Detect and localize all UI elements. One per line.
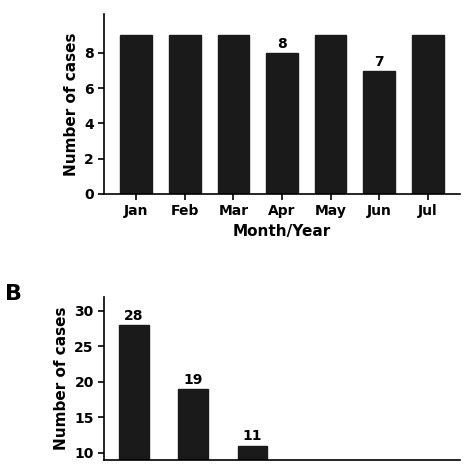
X-axis label: Month/Year: Month/Year <box>233 224 331 239</box>
Bar <box>412 36 444 194</box>
Bar <box>120 36 152 194</box>
Text: 19: 19 <box>183 373 203 387</box>
Text: 7: 7 <box>374 55 384 69</box>
Y-axis label: Number of cases: Number of cases <box>54 306 69 450</box>
Text: 28: 28 <box>124 309 144 323</box>
Text: 8: 8 <box>277 37 287 51</box>
Y-axis label: Number of cases: Number of cases <box>64 32 79 176</box>
Bar <box>169 36 201 194</box>
Bar <box>315 36 346 194</box>
Text: B: B <box>5 283 22 303</box>
Bar <box>119 325 149 474</box>
Text: 11: 11 <box>243 429 262 444</box>
Bar <box>218 36 249 194</box>
Bar <box>364 71 395 194</box>
Bar <box>237 446 267 474</box>
Bar <box>178 389 208 474</box>
Bar <box>266 53 298 194</box>
